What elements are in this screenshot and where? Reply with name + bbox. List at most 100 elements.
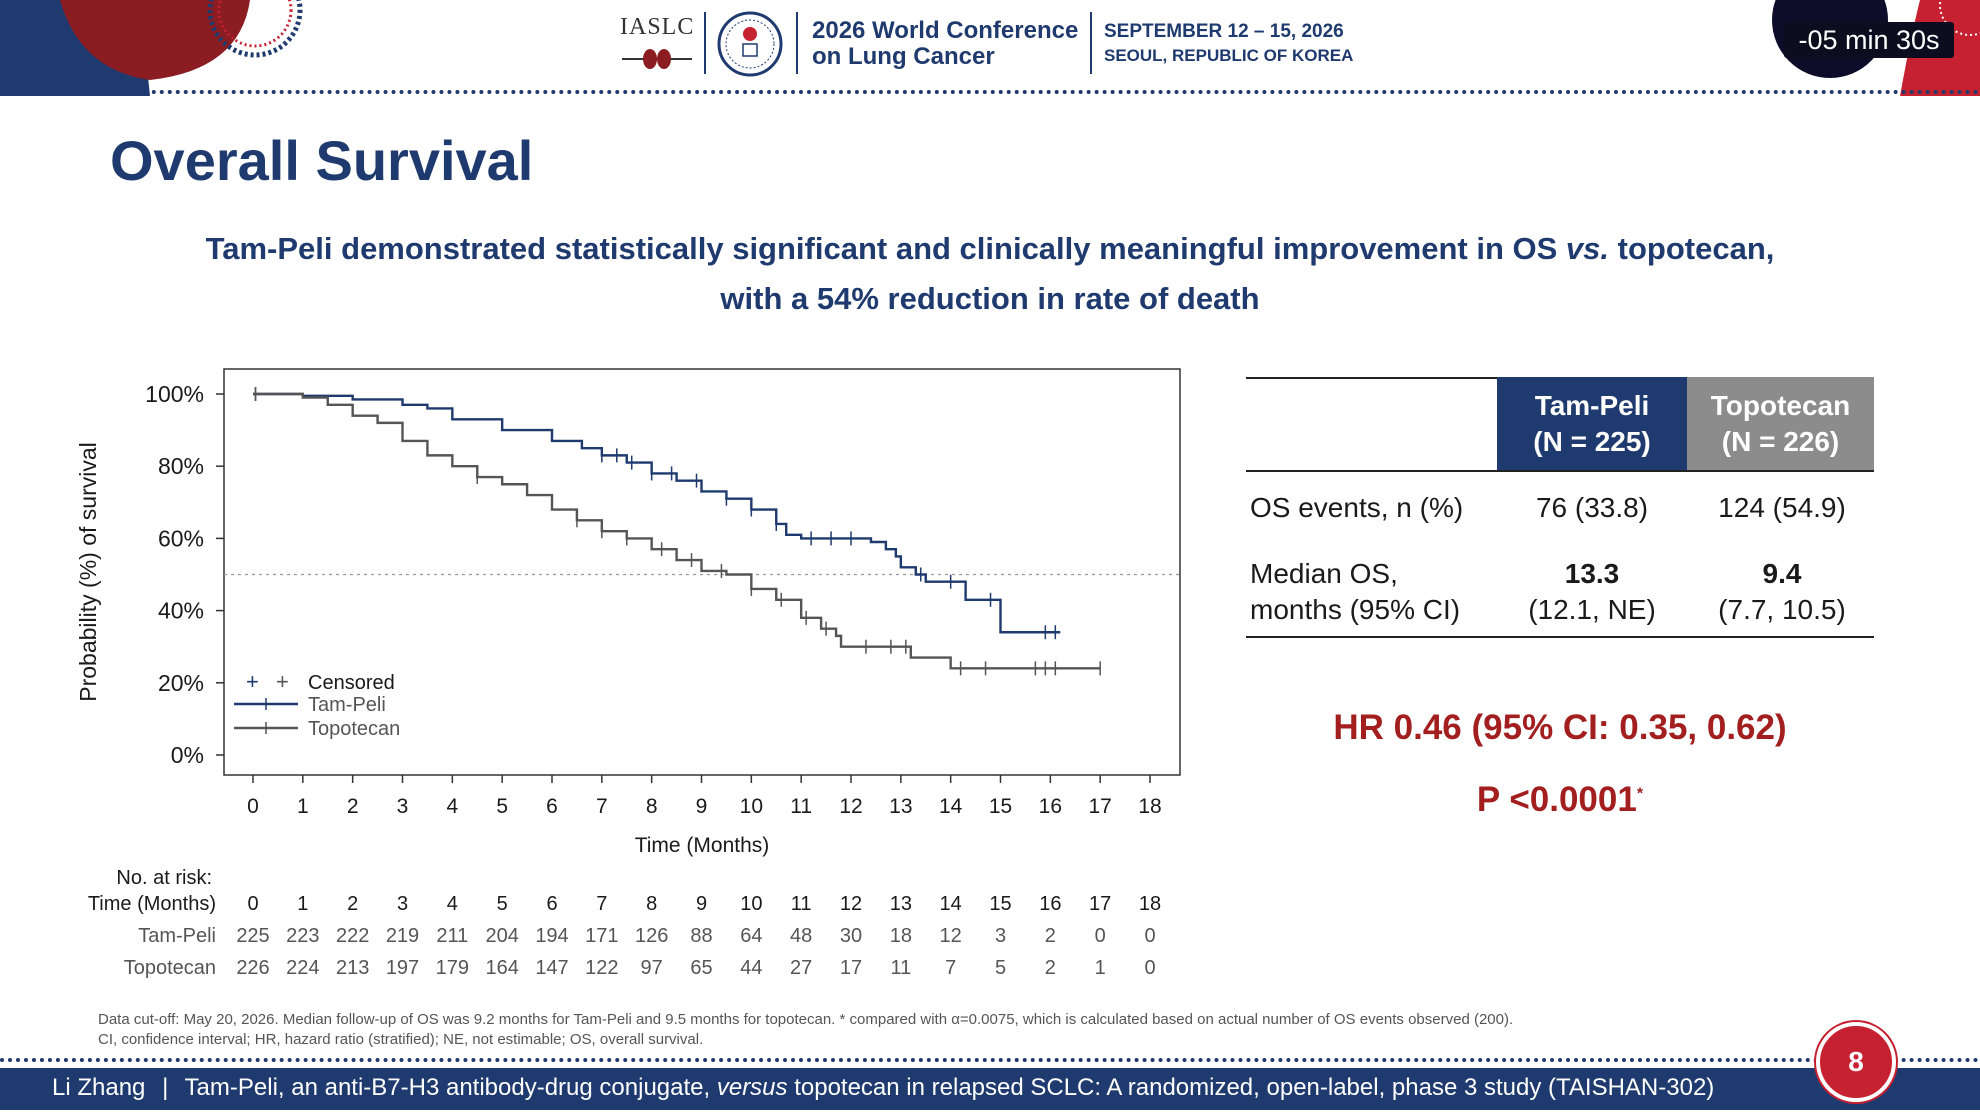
at-risk-value-tam-peli: 64 bbox=[740, 925, 762, 947]
subtitle-line1: Tam-Peli demonstrated statistically sign… bbox=[110, 224, 1870, 274]
x-tick-label: 3 bbox=[397, 795, 409, 818]
legend-censor-plus-topotecan: + bbox=[276, 669, 289, 694]
at-risk-time: 9 bbox=[696, 893, 707, 915]
table-header-rule bbox=[1246, 470, 1874, 472]
footer-bar bbox=[0, 1068, 1980, 1110]
at-risk-value-tam-peli: 12 bbox=[940, 925, 962, 947]
p-value-text: P <0.0001 bbox=[1476, 780, 1637, 819]
p-value-footnote-mark: * bbox=[1636, 785, 1644, 803]
at-risk-value-topotecan: 226 bbox=[236, 957, 269, 979]
p-value: P <0.0001* bbox=[1246, 780, 1874, 820]
at-risk-value-tam-peli: 30 bbox=[840, 925, 862, 947]
at-risk-value-tam-peli: 222 bbox=[336, 925, 369, 947]
at-risk-value-topotecan: 11 bbox=[890, 957, 911, 979]
at-risk-time: 1 bbox=[297, 893, 308, 915]
at-risk-value-topotecan: 5 bbox=[995, 957, 1006, 979]
x-tick-label: 15 bbox=[989, 795, 1012, 818]
at-risk-value-tam-peli: 171 bbox=[585, 925, 618, 947]
at-risk-time: 12 bbox=[840, 893, 862, 915]
at-risk-value-topotecan: 1 bbox=[1095, 957, 1106, 979]
at-risk-value-topotecan: 44 bbox=[740, 957, 762, 979]
x-tick-label: 14 bbox=[939, 795, 963, 818]
at-risk-value-tam-peli: 211 bbox=[436, 925, 468, 947]
y-tick-label: 80% bbox=[158, 453, 204, 479]
at-risk-value-topotecan: 179 bbox=[436, 957, 469, 979]
at-risk-value-topotecan: 0 bbox=[1144, 957, 1155, 979]
x-axis-label: Time (Months) bbox=[635, 834, 770, 857]
at-risk-value-tam-peli: 223 bbox=[286, 925, 319, 947]
footer-citation: Li Zhang | Tam-Peli, an anti-B7-H3 antib… bbox=[52, 1074, 1714, 1102]
subtitle-vs-italic: vs. bbox=[1565, 231, 1610, 266]
at-risk-value-tam-peli: 204 bbox=[485, 925, 518, 947]
footer-dotted-divider bbox=[0, 1058, 1980, 1062]
at-risk-value-topotecan: 197 bbox=[386, 957, 419, 979]
at-risk-time: 3 bbox=[397, 893, 408, 915]
x-tick-label: 13 bbox=[889, 795, 912, 818]
at-risk-value-tam-peli: 18 bbox=[890, 925, 912, 947]
at-risk-time: 6 bbox=[546, 893, 557, 915]
at-risk-time: 0 bbox=[247, 893, 258, 915]
at-risk-value-topotecan: 164 bbox=[485, 957, 518, 979]
survival-curve-topotecan bbox=[253, 392, 1101, 670]
at-risk-time: 18 bbox=[1139, 893, 1161, 915]
at-risk-time: 4 bbox=[447, 893, 458, 915]
at-risk-time: 10 bbox=[740, 893, 762, 915]
topotecan-header-name: Topotecan bbox=[1710, 390, 1851, 421]
at-risk-value-topotecan: 213 bbox=[336, 957, 369, 979]
tam-peli-median-value: 13.3 bbox=[1564, 558, 1620, 589]
x-tick-label: 4 bbox=[446, 795, 458, 818]
at-risk-value-tam-peli: 48 bbox=[790, 925, 812, 947]
conference-location: SEOUL, REPUBLIC OF KOREA bbox=[1104, 46, 1354, 65]
header-decoration-left bbox=[0, 0, 310, 96]
conference-title-line2: on Lung Cancer bbox=[812, 43, 995, 70]
x-tick-label: 16 bbox=[1039, 795, 1062, 818]
at-risk-time: 16 bbox=[1039, 893, 1061, 915]
footer-title-part-b: topotecan in relapsed SCLC: A randomized… bbox=[794, 1074, 1715, 1101]
at-risk-row-label-tam-peli: Tam-Peli bbox=[138, 925, 216, 947]
at-risk-time: 15 bbox=[989, 893, 1011, 915]
cell-topotecan-os-events: 124 (54.9) bbox=[1718, 492, 1846, 523]
conference-title-line1: 2026 World Conference bbox=[812, 17, 1079, 44]
x-tick-label: 12 bbox=[839, 795, 862, 818]
conference-seal-icon bbox=[717, 11, 783, 77]
at-risk-value-topotecan: 65 bbox=[690, 957, 712, 979]
hazard-ratio: HR 0.46 (95% CI: 0.35, 0.62) bbox=[1333, 708, 1787, 747]
at-risk-time: 5 bbox=[497, 893, 508, 915]
table-header-topotecan: Topotecan (N = 226) bbox=[1687, 377, 1874, 471]
at-risk-row-label-topotecan: Topotecan bbox=[124, 957, 216, 979]
at-risk-value-tam-peli: 225 bbox=[236, 925, 269, 947]
y-tick-label: 20% bbox=[158, 670, 204, 696]
topotecan-median-value: 9.4 bbox=[1762, 558, 1802, 589]
x-tick-label: 11 bbox=[790, 795, 812, 818]
footnote-line1: Data cut-off: May 20, 2026. Median follo… bbox=[98, 1011, 1514, 1028]
at-risk-value-tam-peli: 194 bbox=[535, 925, 568, 947]
at-risk-value-topotecan: 7 bbox=[945, 957, 956, 979]
row-label-os-events: OS events, n (%) bbox=[1250, 492, 1464, 523]
header-dotted-divider bbox=[0, 90, 1980, 94]
tam-peli-header-n: (N = 225) bbox=[1533, 426, 1651, 457]
median-os-label-line1: Median OS, bbox=[1250, 558, 1398, 589]
at-risk-value-tam-peli: 126 bbox=[635, 925, 668, 947]
at-risk-time: 13 bbox=[890, 893, 912, 915]
subtitle-line1-text: Tam-Peli demonstrated statistically sign… bbox=[205, 231, 1775, 266]
x-tick-label: 18 bbox=[1138, 795, 1161, 818]
conference-date-range: SEPTEMBER 12 – 15, 2026 bbox=[1104, 21, 1344, 42]
footer-title-part-a: Tam-Peli, an anti-B7-H3 antibody-drug co… bbox=[184, 1074, 711, 1101]
x-tick-label: 10 bbox=[740, 795, 763, 818]
at-risk-value-topotecan: 27 bbox=[790, 957, 812, 979]
conference-title: 2026 World Conference on Lung Cancer bbox=[812, 18, 1112, 70]
iaslc-logo: IASLC bbox=[620, 14, 695, 40]
x-tick-label: 7 bbox=[596, 795, 608, 818]
at-risk-value-tam-peli: 2 bbox=[1045, 925, 1056, 947]
table-header-tam-peli: Tam-Peli (N = 225) bbox=[1497, 377, 1687, 471]
at-risk-time: 8 bbox=[646, 893, 657, 915]
at-risk-value-tam-peli: 219 bbox=[386, 925, 419, 947]
at-risk-time: 17 bbox=[1089, 893, 1111, 915]
survival-curve-tam-peli bbox=[253, 392, 1061, 634]
footnote: Data cut-off: May 20, 2026. Median follo… bbox=[98, 1010, 1718, 1050]
header-separator bbox=[796, 12, 798, 74]
conference-dates: SEPTEMBER 12 – 15, 2026 SEOUL, REPUBLIC … bbox=[1104, 20, 1404, 68]
x-tick-label: 6 bbox=[546, 795, 558, 818]
slide-subtitle: Tam-Peli demonstrated statistically sign… bbox=[110, 224, 1870, 324]
